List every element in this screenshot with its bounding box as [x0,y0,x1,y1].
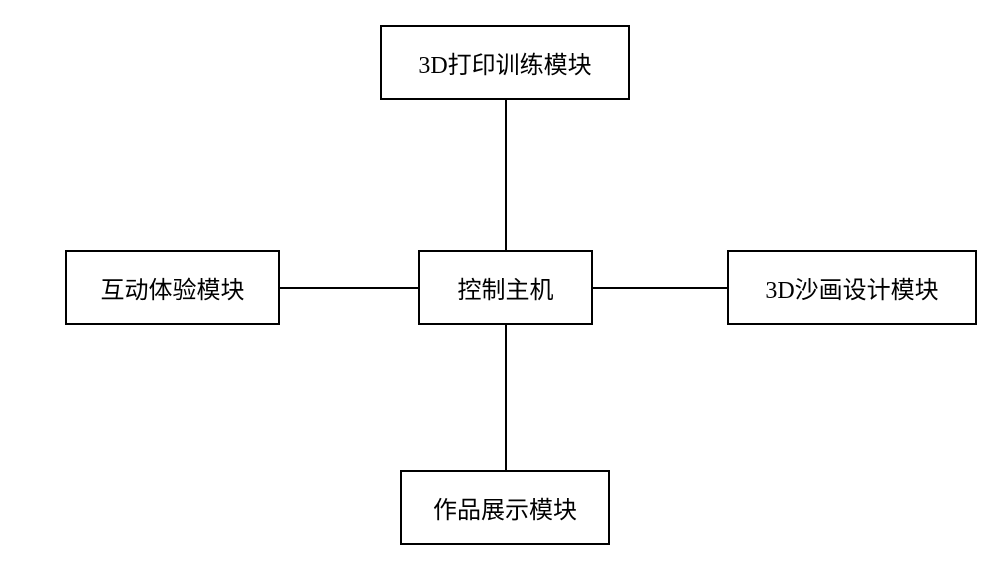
node-label: 控制主机 [458,270,554,305]
edge-center-right [593,287,727,289]
edge-top-center [505,100,507,250]
node-label: 3D打印训练模块 [418,45,591,80]
node-label: 作品展示模块 [433,490,577,525]
node-interactive-experience: 互动体验模块 [65,250,280,325]
node-works-display: 作品展示模块 [400,470,610,545]
node-label: 互动体验模块 [101,270,245,305]
node-3d-sand-painting-design: 3D沙画设计模块 [727,250,977,325]
node-3d-printing-training: 3D打印训练模块 [380,25,630,100]
node-label: 3D沙画设计模块 [765,270,938,305]
node-control-host: 控制主机 [418,250,593,325]
edge-center-bottom [505,325,507,470]
edge-left-center [280,287,418,289]
